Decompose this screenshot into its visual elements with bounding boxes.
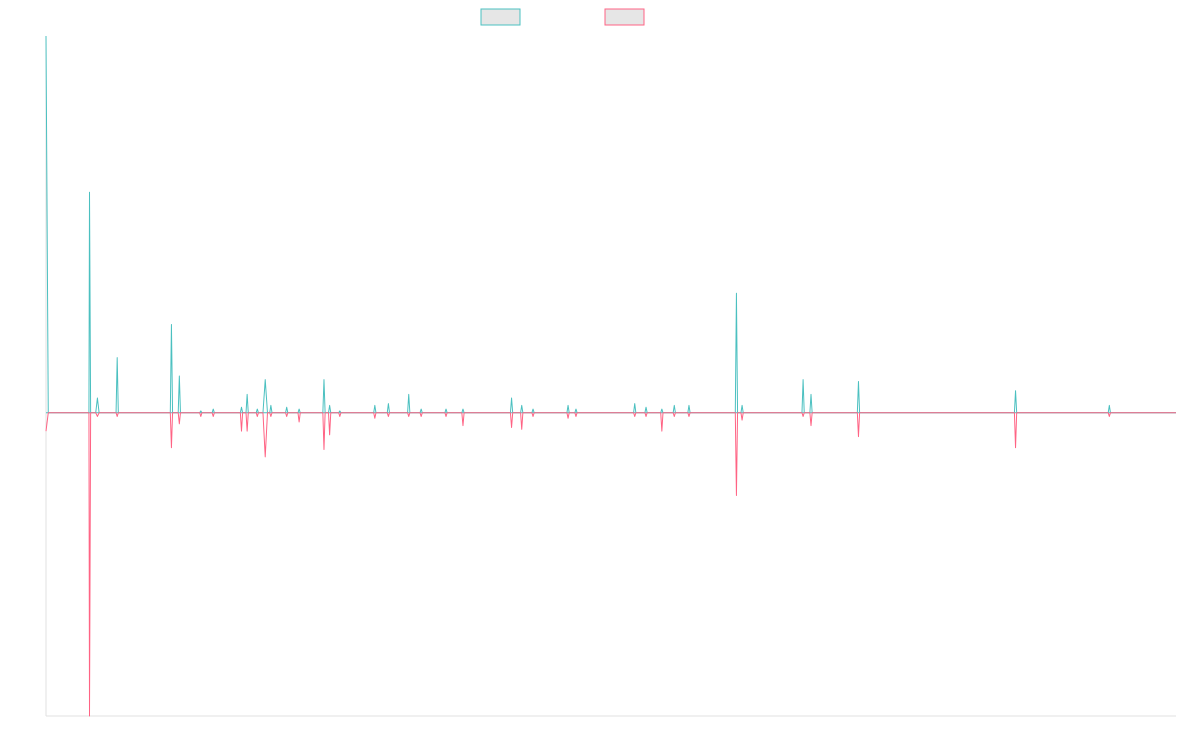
legend[interactable] — [480, 8, 645, 26]
legend-swatch-2[interactable] — [604, 8, 645, 26]
series-line-2 — [45, 412, 1176, 717]
series-layer — [45, 35, 1176, 717]
legend-swatch-1[interactable] — [480, 8, 521, 26]
series-line-1 — [45, 35, 1176, 414]
